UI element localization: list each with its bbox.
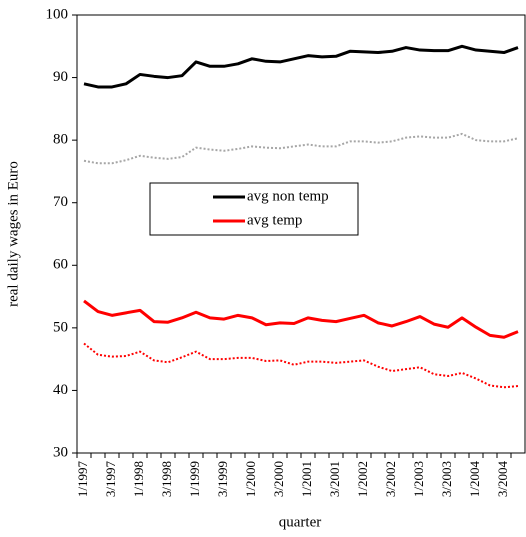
series-line bbox=[83, 132, 519, 165]
x-tick-label: 3/1997 bbox=[103, 461, 118, 498]
y-tick-label: 80 bbox=[53, 132, 68, 148]
y-tick-label: 30 bbox=[53, 444, 68, 460]
x-tick-label: 3/2001 bbox=[327, 461, 342, 497]
legend: avg non temp avg temp bbox=[149, 182, 359, 236]
x-tick-label: 1/2002 bbox=[355, 461, 370, 497]
x-tick-label: 3/2002 bbox=[383, 461, 398, 497]
series-line bbox=[83, 44, 519, 89]
x-axis-label: quarter bbox=[279, 514, 321, 530]
x-tick-label: 1/2004 bbox=[467, 461, 482, 498]
x-tick-label: 3/2004 bbox=[495, 461, 510, 498]
y-axis-label: real daily wages in Euro bbox=[5, 161, 21, 307]
legend-box bbox=[149, 182, 359, 236]
y-tick-label: 50 bbox=[53, 319, 68, 335]
x-tick-label: 3/2003 bbox=[439, 461, 454, 497]
x-tick-label: 1/1999 bbox=[187, 461, 202, 497]
y-tick-label: 60 bbox=[53, 257, 68, 273]
y-tick-label: 100 bbox=[46, 6, 69, 22]
x-tick-label: 3/1999 bbox=[215, 461, 230, 497]
y-tick-label: 70 bbox=[53, 194, 68, 210]
y-tick-label: 90 bbox=[53, 69, 68, 85]
series-line bbox=[83, 299, 519, 339]
x-tick-label: 3/1998 bbox=[159, 461, 174, 497]
legend-label: avg non temp bbox=[247, 188, 329, 204]
x-tick-label: 1/2000 bbox=[243, 461, 258, 497]
x-tick-label: 1/1998 bbox=[131, 461, 146, 497]
x-tick-label: 1/2003 bbox=[411, 461, 426, 497]
y-tick-label: 40 bbox=[53, 382, 68, 398]
x-tick-label: 1/1997 bbox=[75, 461, 90, 498]
series-line bbox=[83, 342, 519, 389]
x-tick-label: 3/2000 bbox=[271, 461, 286, 497]
x-tick-label: 1/2001 bbox=[299, 461, 314, 497]
legend-label: avg temp bbox=[247, 212, 302, 228]
